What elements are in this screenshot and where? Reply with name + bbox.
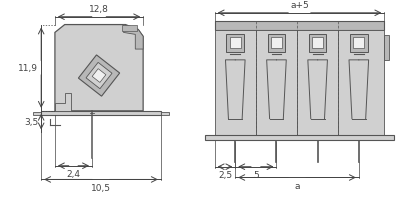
Bar (161, 112, 169, 115)
Bar (256, 31, 297, 141)
Bar (354, 38, 364, 49)
Polygon shape (55, 25, 143, 111)
Polygon shape (124, 25, 143, 50)
Text: 3,5: 3,5 (24, 118, 38, 126)
Bar (215, 31, 256, 141)
Text: a+5: a+5 (290, 1, 309, 10)
Polygon shape (55, 94, 70, 111)
Text: a: a (294, 181, 300, 190)
Polygon shape (122, 25, 137, 32)
Text: 5: 5 (253, 170, 259, 179)
Text: 2,4: 2,4 (66, 169, 80, 178)
Bar (205, 136, 394, 141)
Bar (230, 38, 241, 49)
Text: 2,5: 2,5 (218, 170, 232, 179)
Bar (33, 112, 41, 115)
Bar (309, 35, 326, 53)
Bar (384, 36, 389, 61)
Bar (350, 35, 368, 53)
Bar (268, 35, 285, 53)
Bar (215, 22, 384, 31)
Bar (226, 35, 244, 53)
Text: 10,5: 10,5 (91, 183, 111, 192)
Polygon shape (78, 56, 120, 97)
Text: 12,8: 12,8 (89, 5, 109, 14)
Bar (297, 31, 338, 141)
Bar (338, 31, 384, 141)
Bar (271, 38, 282, 49)
Bar (41, 111, 161, 115)
Text: 11,9: 11,9 (18, 64, 38, 73)
Polygon shape (86, 63, 112, 89)
Bar (312, 38, 323, 49)
Polygon shape (92, 69, 106, 83)
